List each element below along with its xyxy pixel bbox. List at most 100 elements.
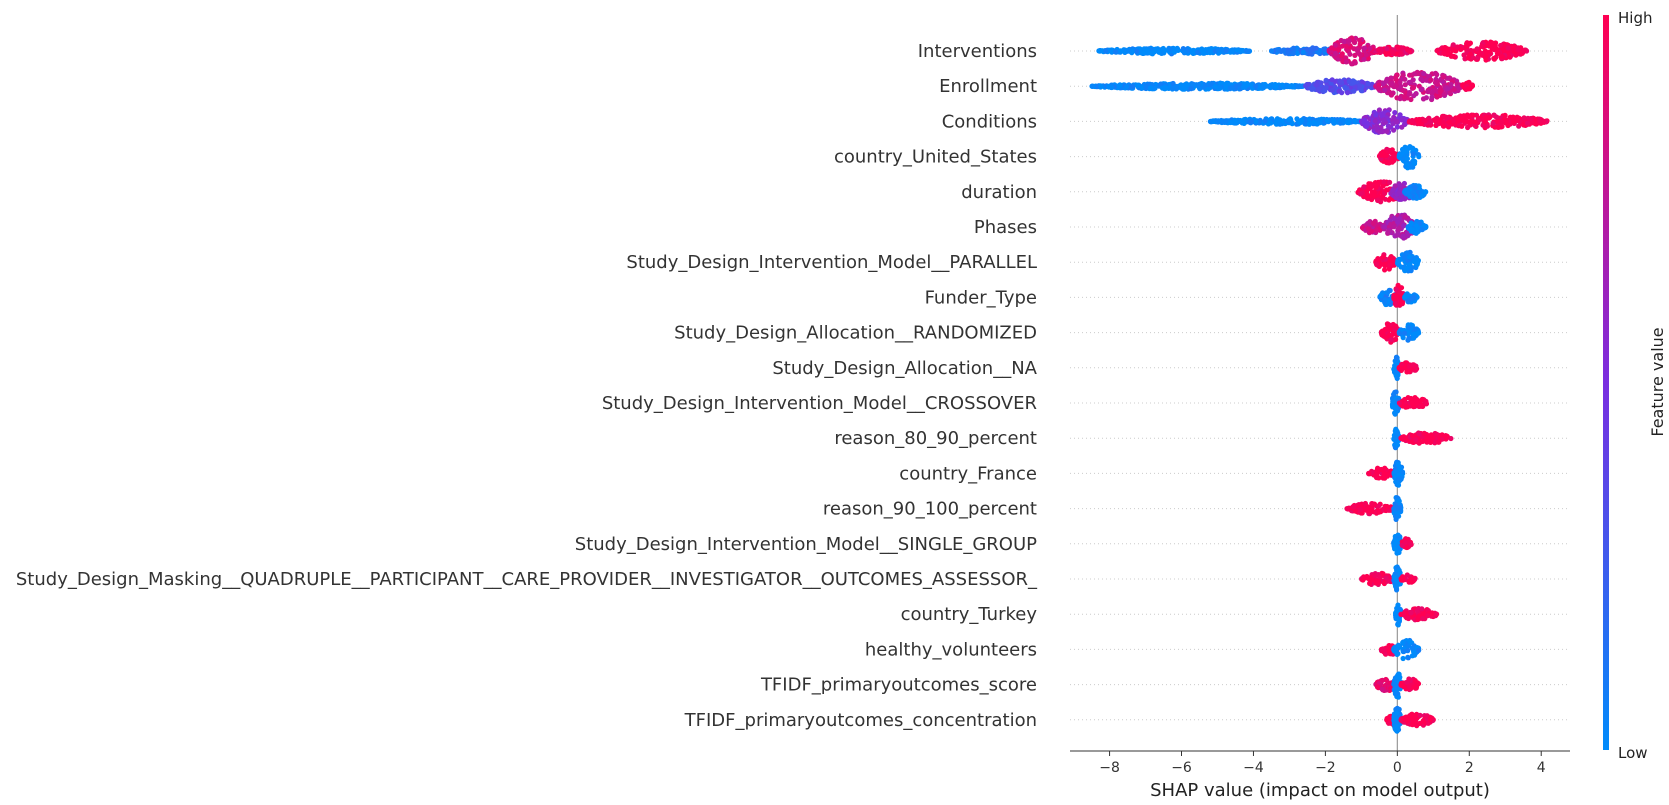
shap-point — [1389, 402, 1396, 408]
shap-point — [1446, 119, 1452, 125]
feature-label: Phases — [974, 217, 1037, 238]
shap-point — [1408, 96, 1414, 103]
shap-point — [1148, 50, 1154, 56]
shap-point — [1386, 578, 1392, 584]
shap-point — [1355, 49, 1361, 55]
shap-point — [1329, 45, 1335, 51]
shap-point — [1420, 96, 1427, 102]
feature-points — [1089, 69, 1475, 103]
shap-point — [1498, 42, 1504, 49]
shap-point — [1380, 646, 1386, 652]
shap-point — [1158, 81, 1164, 87]
shap-point — [1484, 123, 1490, 129]
shap-point — [1376, 82, 1382, 88]
shap-point — [1394, 442, 1400, 448]
shap-point — [1498, 121, 1504, 127]
shap-point — [1214, 118, 1220, 124]
shap-point — [1223, 48, 1229, 54]
shap-point — [1306, 121, 1312, 127]
feature-label: Enrollment — [939, 76, 1037, 97]
shap-point — [1357, 506, 1363, 512]
shap-point — [1394, 710, 1400, 716]
shap-point — [1391, 114, 1397, 120]
shap-point — [1413, 683, 1419, 689]
shap-point — [1467, 51, 1474, 57]
feature-points — [1376, 144, 1422, 171]
shap-point — [1316, 49, 1322, 56]
feature-points — [1207, 107, 1550, 135]
shap-point — [1395, 513, 1401, 519]
shap-point — [1430, 435, 1436, 441]
colorbar-gradient — [1603, 15, 1609, 750]
shap-point — [1434, 72, 1440, 78]
shap-point — [1453, 48, 1459, 54]
shap-point — [1414, 366, 1420, 372]
shap-point — [1491, 56, 1497, 62]
shap-point — [1357, 83, 1363, 89]
shap-point — [1404, 404, 1411, 410]
feature-label: country_Turkey — [901, 604, 1038, 625]
shap-point — [1313, 82, 1319, 88]
shap-point — [1498, 54, 1504, 60]
shap-point — [1413, 437, 1419, 443]
shap-point — [1380, 254, 1386, 260]
shap-point — [1346, 38, 1352, 44]
shap-point — [1400, 655, 1406, 662]
shap-point — [1388, 148, 1394, 154]
shap-point — [1410, 362, 1416, 368]
shap-point — [1395, 226, 1401, 232]
shap-point — [1388, 75, 1394, 81]
feature-points — [1359, 564, 1418, 593]
shap-point — [1357, 41, 1363, 47]
shap-point — [1407, 72, 1413, 78]
shap-point — [1300, 49, 1306, 55]
shap-point — [1286, 49, 1292, 55]
shap-point — [1407, 193, 1413, 199]
shap-point — [1388, 337, 1394, 343]
shap-point — [1416, 431, 1422, 437]
shap-point — [1474, 46, 1480, 52]
shap-point — [1181, 49, 1188, 55]
shap-point — [1273, 83, 1279, 89]
shap-point — [1290, 45, 1297, 51]
shap-point — [1410, 77, 1416, 83]
shap-point — [1476, 51, 1482, 57]
shap-point — [1391, 127, 1397, 133]
shap-point — [1470, 112, 1476, 118]
shap-point — [1380, 183, 1386, 189]
shap-point — [1397, 674, 1403, 680]
shap-point — [1352, 117, 1358, 124]
shap-point — [1398, 194, 1404, 200]
shap-point — [1483, 114, 1489, 120]
shap-point — [1098, 83, 1104, 89]
shap-point — [1383, 187, 1390, 193]
shap-point — [1344, 506, 1350, 512]
shap-point — [1408, 610, 1414, 616]
feature-points — [1378, 321, 1422, 345]
shap-point — [1392, 468, 1398, 475]
shap-point — [1392, 110, 1398, 116]
shap-point — [1118, 48, 1124, 54]
shap-point — [1435, 439, 1441, 445]
shap-point — [1341, 38, 1347, 45]
x-tick-label: −4 — [1243, 760, 1264, 776]
feature-label: country_United_States — [834, 147, 1037, 168]
shap-point — [1336, 47, 1342, 53]
feature-points — [1389, 389, 1429, 417]
shap-point — [1376, 107, 1382, 113]
shap-point — [1096, 48, 1102, 54]
shap-point — [1410, 85, 1417, 91]
shap-point — [1401, 610, 1407, 617]
shap-point — [1180, 86, 1186, 92]
shap-point — [1162, 84, 1168, 90]
shap-point — [1392, 323, 1398, 329]
shap-point — [1479, 43, 1485, 50]
shap-point — [1439, 432, 1445, 438]
feature-points — [1384, 705, 1436, 734]
shap-point — [1376, 579, 1382, 585]
shap-point — [1372, 193, 1378, 199]
shap-point — [1290, 50, 1296, 57]
shap-point — [1394, 375, 1400, 381]
shap-point — [1233, 83, 1239, 89]
